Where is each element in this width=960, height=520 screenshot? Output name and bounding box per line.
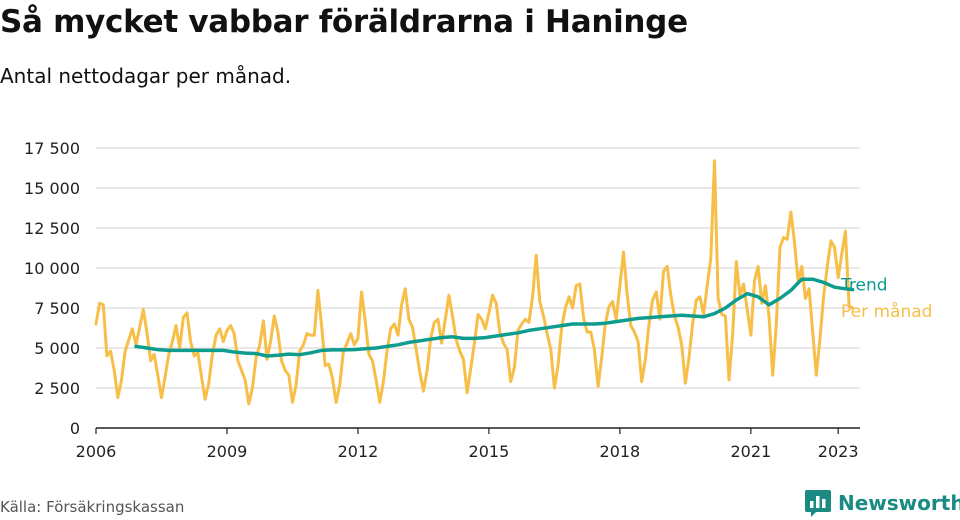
- x-tick-label: 2015: [469, 442, 510, 461]
- x-tick-label: 2006: [76, 442, 117, 461]
- y-tick-label: 10 000: [24, 259, 80, 278]
- series-labels: Per månad Trend: [840, 276, 932, 322]
- x-axis: 2006 2009 2012 2015 2018 2021 2023: [76, 427, 860, 461]
- brand-name: Newsworthy: [838, 491, 960, 515]
- series-line-per-manad: [94, 159, 855, 406]
- y-tick-label: 0: [70, 419, 80, 438]
- bar-chart-speech-bubble-icon: [805, 490, 831, 517]
- x-tick-label: 2009: [207, 442, 248, 461]
- x-tick-label: 2023: [818, 442, 859, 461]
- source-note: Källa: Försäkringskassan: [0, 498, 185, 516]
- y-tick-label: 12 500: [24, 219, 80, 238]
- chart-subtitle: Antal nettodagar per månad.: [0, 64, 292, 88]
- brand-logo[interactable]: Newsworthy: [804, 488, 960, 518]
- x-tick-label: 2021: [730, 442, 771, 461]
- series-label-trend: Trend: [840, 276, 888, 296]
- y-tick-label: 15 000: [24, 179, 80, 198]
- x-tick-label: 2018: [600, 442, 641, 461]
- y-tick-label: 17 500: [24, 139, 80, 158]
- series-label-per-manad: Per månad: [841, 301, 932, 322]
- chart-title: Så mycket vabbar föräldrarna i Haninge: [0, 4, 688, 40]
- y-tick-label: 2 500: [34, 379, 80, 398]
- x-tick-label: 2012: [338, 442, 379, 461]
- y-tick-label: 5 000: [34, 339, 80, 358]
- y-tick-label: 7 500: [34, 299, 80, 318]
- series-line-trend: [134, 277, 855, 358]
- y-axis-ticks: 0 2 500 5 000 7 500 10 000 12 500 15 000 17 500: [24, 139, 80, 438]
- series-lines: [94, 159, 855, 406]
